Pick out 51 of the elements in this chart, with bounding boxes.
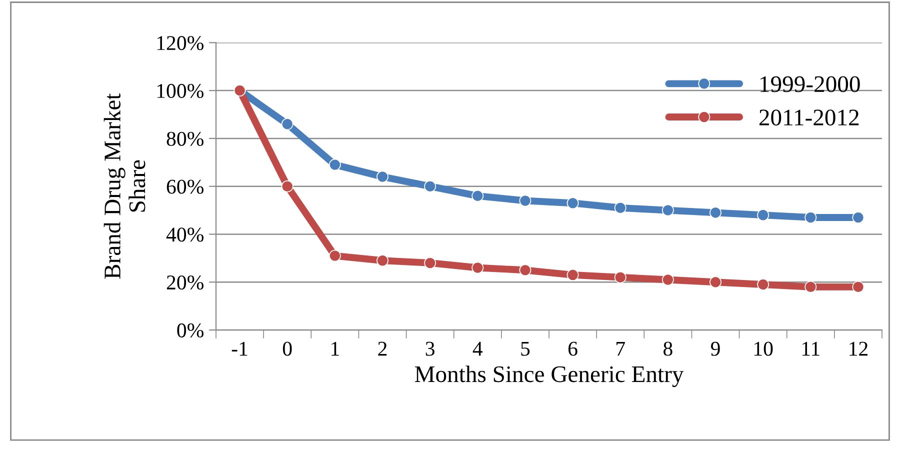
- legend-label: 2011-2012: [759, 110, 859, 126]
- x-tick-label: 7: [616, 342, 625, 356]
- point: [566, 197, 579, 210]
- x-tick-label: 3: [426, 342, 434, 356]
- point: [472, 190, 484, 202]
- x-tick-label: 5: [521, 342, 530, 356]
- point: [852, 280, 864, 293]
- y-tick-label: 60%: [166, 180, 204, 194]
- point: [710, 206, 722, 219]
- x-tick-label: 10: [754, 342, 773, 356]
- point: [757, 278, 770, 290]
- point: [424, 256, 436, 269]
- point: [662, 204, 674, 216]
- point: [281, 180, 294, 192]
- point: [328, 158, 341, 171]
- point: [519, 264, 532, 276]
- point: [662, 274, 674, 286]
- y-tick-label: 20%: [166, 275, 204, 290]
- x-tick-label: 4: [472, 342, 483, 356]
- y-tick-label: 40%: [166, 228, 204, 242]
- point: [328, 250, 341, 262]
- x-tick-label: 12: [850, 342, 868, 356]
- point: [424, 180, 436, 192]
- x-tick-label: 11: [802, 342, 820, 356]
- point: [281, 118, 294, 130]
- point: [566, 268, 579, 281]
- point: [804, 280, 817, 293]
- x-tick-label: 8: [664, 342, 672, 356]
- y-tick-label: 80%: [166, 132, 204, 146]
- point: [614, 271, 626, 284]
- x-tick-label: 9: [710, 342, 720, 356]
- point: [852, 211, 864, 224]
- x-tick-label: -1: [232, 342, 248, 356]
- x-tick-label: 2: [378, 342, 387, 356]
- x-tick-label: 0: [282, 342, 292, 356]
- legend-label: 1999-2000: [760, 76, 860, 92]
- y-axis-title: Brand Drug Market Share: [104, 93, 146, 279]
- y-tick-label: 120%: [157, 36, 204, 50]
- x-tick-label: 6: [568, 342, 578, 356]
- point: [710, 276, 722, 288]
- y-tick-label: 100%: [157, 84, 204, 98]
- point: [519, 194, 532, 207]
- point: [614, 202, 626, 214]
- point: [376, 254, 388, 267]
- point: [757, 209, 770, 222]
- x-axis-title: Months Since Generic Entry: [414, 366, 684, 388]
- y-tick-label: 0%: [177, 323, 204, 338]
- x-tick-label: 1: [332, 342, 339, 356]
- point: [472, 262, 484, 274]
- point: [376, 170, 388, 183]
- point: [804, 211, 817, 224]
